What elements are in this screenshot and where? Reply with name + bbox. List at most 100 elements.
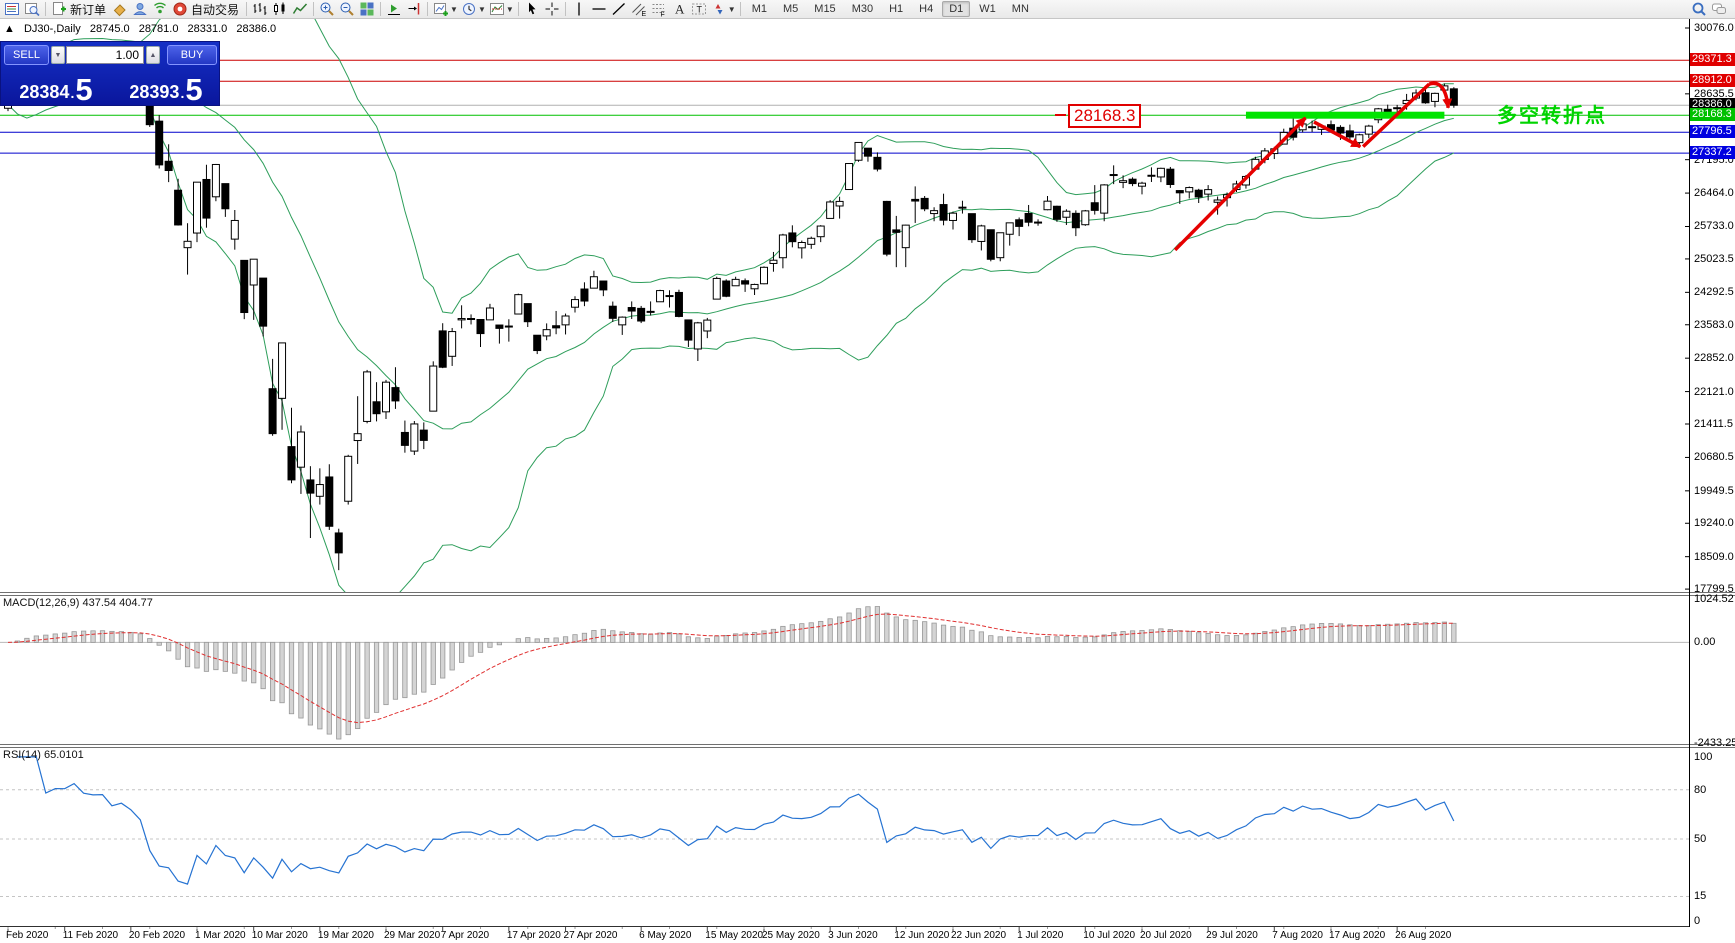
timeframe-m15-button[interactable]: M15 bbox=[814, 3, 836, 15]
chart-title-bar: ▲ DJ30-,Daily 28745.0 28781.0 28331.0 28… bbox=[4, 23, 282, 35]
timeframe-mn-button[interactable]: MN bbox=[1011, 3, 1029, 15]
svg-text:E: E bbox=[641, 11, 646, 17]
arrows-dropdown-icon[interactable]: ▼ bbox=[727, 4, 736, 14]
community-icon[interactable] bbox=[131, 1, 149, 18]
vertical-line-icon[interactable] bbox=[570, 1, 588, 18]
new-order-label[interactable]: 新订单 bbox=[70, 2, 107, 17]
collapse-panel-icon[interactable]: ▲ bbox=[4, 23, 15, 35]
bar-chart-icon[interactable] bbox=[251, 1, 269, 18]
auto-scroll-icon[interactable] bbox=[385, 1, 403, 18]
macd-histogram-bar bbox=[99, 630, 106, 643]
bull-candle bbox=[1364, 125, 1373, 135]
chat-icon[interactable] bbox=[1710, 1, 1728, 18]
macd-histogram-bar bbox=[373, 641, 380, 713]
turning-point-annotation[interactable]: 多空转折点 bbox=[1497, 105, 1607, 127]
bear-candle bbox=[892, 229, 901, 233]
trendline-icon[interactable] bbox=[610, 1, 628, 18]
new-chart-icon[interactable] bbox=[432, 1, 450, 18]
macd-histogram-bar bbox=[1186, 630, 1192, 643]
macd-histogram-bar bbox=[392, 641, 399, 700]
auto-trading-icon[interactable] bbox=[171, 1, 189, 18]
volume-input[interactable] bbox=[66, 46, 144, 64]
bear-candle bbox=[911, 198, 920, 202]
volume-decrease-button[interactable]: ▼ bbox=[51, 46, 65, 64]
low-value: 28331.0 bbox=[187, 23, 228, 35]
text-icon[interactable]: A bbox=[670, 1, 688, 18]
signals-icon[interactable] bbox=[151, 1, 169, 18]
bull-candle bbox=[750, 283, 759, 290]
zoom-out-icon[interactable] bbox=[338, 1, 356, 18]
bear-candle bbox=[202, 178, 211, 219]
fibonacci-icon[interactable]: F bbox=[650, 1, 668, 18]
new-order-icon[interactable] bbox=[50, 1, 68, 18]
timeframe-h4-button[interactable]: H4 bbox=[919, 3, 934, 15]
text-label-icon[interactable]: T bbox=[690, 1, 708, 18]
macd-histogram-bar bbox=[241, 641, 247, 682]
bull-candle bbox=[703, 319, 712, 332]
templates-dropdown-icon[interactable]: ▼ bbox=[505, 4, 514, 14]
profiles-icon[interactable] bbox=[460, 1, 478, 18]
bear-candle bbox=[608, 305, 617, 319]
macd-histogram-bar bbox=[1233, 634, 1240, 643]
buy-price-main: 28393 bbox=[129, 82, 180, 102]
bear-candle bbox=[674, 291, 683, 317]
styler-icon[interactable] bbox=[111, 1, 129, 18]
arrows-icon[interactable] bbox=[710, 1, 728, 18]
market-watch-icon[interactable] bbox=[3, 1, 21, 18]
timeframe-h1-button[interactable]: H1 bbox=[889, 3, 904, 15]
chart-shift-icon[interactable] bbox=[405, 1, 423, 18]
bear-candle bbox=[1308, 126, 1317, 129]
search-icon[interactable] bbox=[1690, 1, 1708, 18]
macd-histogram-bar bbox=[137, 633, 143, 643]
buy-price-display[interactable]: 28393 . 5 bbox=[113, 68, 219, 105]
macd-histogram-bar bbox=[818, 620, 824, 643]
candlesticks-icon[interactable] bbox=[271, 1, 289, 18]
macd-histogram-bar bbox=[988, 635, 994, 643]
macd-histogram-bar bbox=[553, 637, 559, 643]
timeframe-m5-button[interactable]: M5 bbox=[783, 3, 799, 15]
buy-price-dot: . bbox=[180, 85, 185, 101]
macd-histogram-bar bbox=[109, 630, 115, 643]
data-window-icon[interactable] bbox=[23, 1, 41, 18]
sell-price-display[interactable]: 28384 . 5 bbox=[3, 68, 109, 105]
bear-candle bbox=[882, 200, 891, 255]
horizontal-line-icon[interactable] bbox=[590, 1, 608, 18]
tile-windows-icon[interactable] bbox=[358, 1, 376, 18]
macd-histogram-bar bbox=[562, 636, 569, 643]
macd-histogram-bar bbox=[770, 628, 777, 643]
timeframe-m30-button[interactable]: M30 bbox=[851, 3, 874, 15]
macd-histogram-bar bbox=[288, 641, 295, 715]
volume-increase-button[interactable]: ▲ bbox=[146, 46, 160, 64]
macd-histogram-bar bbox=[71, 631, 77, 643]
bull-candle bbox=[835, 200, 844, 207]
sell-button[interactable]: SELL bbox=[4, 45, 49, 65]
macd-histogram-bar bbox=[685, 636, 692, 643]
macd-histogram-bar bbox=[336, 641, 342, 740]
bull-candle bbox=[797, 241, 806, 249]
macd-histogram-bar bbox=[959, 626, 966, 643]
line-chart-icon[interactable] bbox=[291, 1, 309, 18]
cursor-icon[interactable] bbox=[523, 1, 541, 18]
profiles-dropdown-icon[interactable]: ▼ bbox=[477, 4, 486, 14]
templates-icon[interactable] bbox=[488, 1, 506, 18]
main-pane-group bbox=[4, 19, 1458, 592]
new-chart-dropdown-icon[interactable]: ▼ bbox=[450, 4, 458, 14]
equidistant-channel-icon[interactable]: E bbox=[630, 1, 648, 18]
bull-candle bbox=[1062, 210, 1071, 218]
crosshair-icon[interactable] bbox=[543, 1, 561, 18]
macd-histogram-bar bbox=[1139, 630, 1145, 643]
buy-button[interactable]: BUY bbox=[167, 45, 217, 65]
bear-candle bbox=[523, 303, 532, 323]
bull-candle bbox=[278, 342, 287, 399]
macd-histogram-bar bbox=[1252, 632, 1258, 643]
bull-candle bbox=[854, 141, 863, 161]
bear-candle bbox=[967, 213, 976, 241]
price-level-annotation[interactable]: 28168.3 bbox=[1068, 104, 1142, 128]
timeframe-d1-button[interactable]: D1 bbox=[942, 1, 971, 17]
zoom-in-icon[interactable] bbox=[318, 1, 336, 18]
timeframe-m1-button[interactable]: M1 bbox=[751, 3, 767, 15]
auto-trading-label[interactable]: 自动交易 bbox=[191, 2, 240, 17]
timeframe-w1-button[interactable]: W1 bbox=[979, 3, 996, 15]
bear-candle bbox=[1071, 212, 1080, 229]
